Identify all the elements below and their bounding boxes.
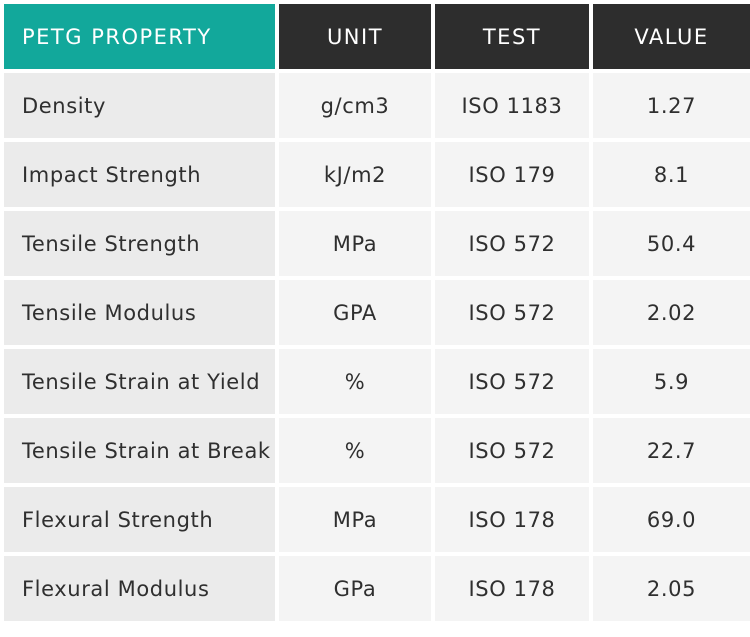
- table-cell-test: ISO 179: [435, 142, 589, 207]
- table-cell-property: Impact Strength: [4, 142, 275, 207]
- table-cell-test: ISO 178: [435, 556, 589, 621]
- table-cell-test: ISO 572: [435, 418, 589, 483]
- table-cell-test: ISO 572: [435, 349, 589, 414]
- table-cell-property: Tensile Strength: [4, 211, 275, 276]
- header-property: PETG PROPERTY: [4, 4, 275, 69]
- table-cell-test: ISO 1183: [435, 73, 589, 138]
- table-cell-value: 8.1: [593, 142, 750, 207]
- table-cell-property: Tensile Strain at Break: [4, 418, 275, 483]
- header-unit: UNIT: [279, 4, 431, 69]
- header-value: VALUE: [593, 4, 750, 69]
- table-cell-property: Tensile Strain at Yield: [4, 349, 275, 414]
- petg-properties-table: PETG PROPERTY UNIT TEST VALUE Density g/…: [4, 4, 750, 621]
- table-cell-property: Tensile Modulus: [4, 280, 275, 345]
- header-test: TEST: [435, 4, 589, 69]
- table-cell-value: 5.9: [593, 349, 750, 414]
- table-cell-unit: MPa: [279, 211, 431, 276]
- table-cell-value: 50.4: [593, 211, 750, 276]
- table-cell-property: Density: [4, 73, 275, 138]
- table-cell-value: 2.02: [593, 280, 750, 345]
- table-cell-value: 1.27: [593, 73, 750, 138]
- table-cell-value: 69.0: [593, 487, 750, 552]
- table-cell-test: ISO 572: [435, 280, 589, 345]
- table-cell-unit: MPa: [279, 487, 431, 552]
- table-cell-unit: GPa: [279, 556, 431, 621]
- table-cell-unit: %: [279, 418, 431, 483]
- table-cell-unit: GPA: [279, 280, 431, 345]
- table-cell-property: Flexural Strength: [4, 487, 275, 552]
- table-cell-unit: g/cm3: [279, 73, 431, 138]
- table-cell-test: ISO 572: [435, 211, 589, 276]
- table-cell-unit: kJ/m2: [279, 142, 431, 207]
- table-cell-property: Flexural Modulus: [4, 556, 275, 621]
- table-cell-unit: %: [279, 349, 431, 414]
- table-cell-value: 2.05: [593, 556, 750, 621]
- table-cell-test: ISO 178: [435, 487, 589, 552]
- table-cell-value: 22.7: [593, 418, 750, 483]
